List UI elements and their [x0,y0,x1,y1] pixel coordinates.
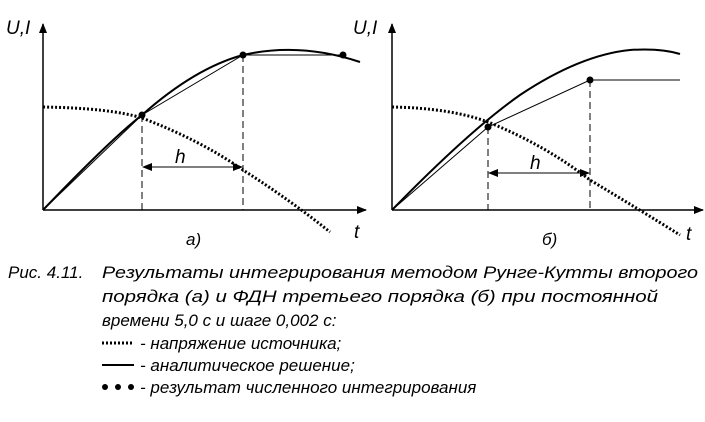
y-label: U,I [6,18,31,39]
panel-label: б) [542,230,557,249]
caption-line: времени 5,0 с и шаге 0,002 с: [102,311,337,330]
point [339,51,347,59]
analytic-curve [42,48,361,211]
y-label: U,I [353,18,378,39]
caption-line: порядка (а) и ФДН третьего порядка (б) п… [102,287,659,306]
point [138,111,146,119]
point [484,123,492,131]
source-voltage [391,105,681,237]
panel-label: а) [186,230,201,249]
caption-number: Рис. 4.11. [8,263,83,282]
caption-line: Результаты интегрирования методом Рунге-… [102,263,698,282]
legend-text: - аналитическое решение; [140,356,355,375]
point [586,76,594,84]
legend-text: - результат численного интегрирования [140,378,476,397]
x-label: t [686,224,692,245]
point [239,51,247,59]
step-label: h [530,153,541,174]
panel-a [39,23,367,234]
source-voltage [42,105,331,234]
analytic-curve [391,48,681,211]
x-label: t [354,222,360,243]
step-label: h [175,147,186,168]
panel-b [388,23,704,237]
legend-symbol [102,384,134,390]
numeric-curve [391,79,680,211]
numeric-curve [42,54,343,211]
legend-text: - напряжение источника; [140,334,342,353]
